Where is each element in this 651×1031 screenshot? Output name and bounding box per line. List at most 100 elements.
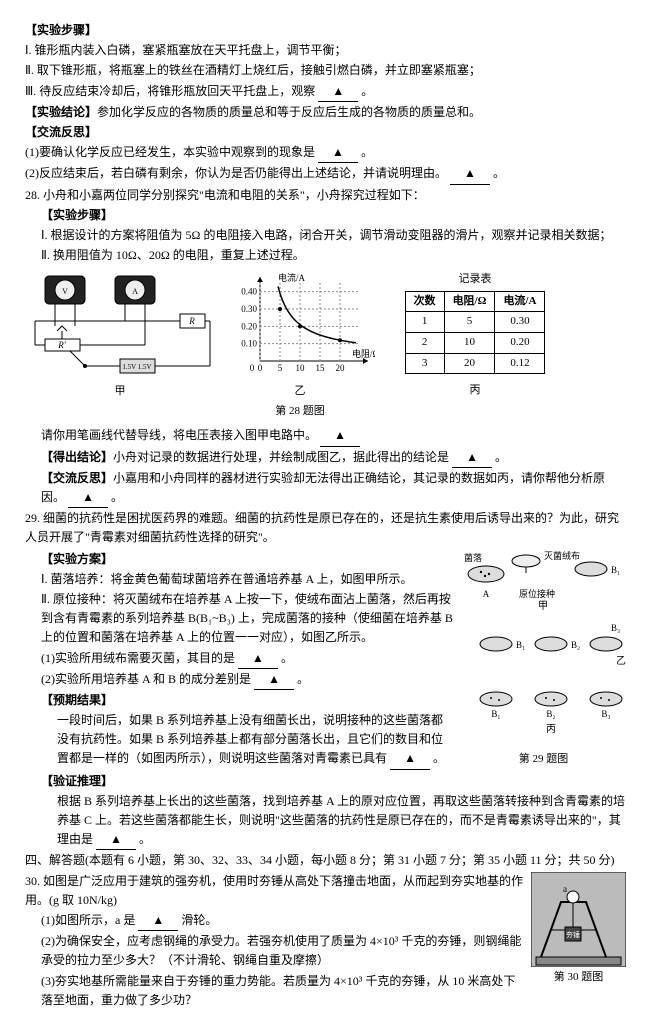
svg-text:B₃: B₃	[611, 623, 620, 633]
q29-pred-head: 【预期结果】	[25, 691, 453, 710]
triangle-icon: ▲	[252, 651, 264, 665]
triangle-icon: ▲	[404, 751, 416, 765]
fig28-table: 记录表 次数电阻/Ω电流/A150.302100.203200.12 丙	[385, 271, 565, 400]
q29-q2-text: (2)实验所用培养基 A 和 B 的成分差别是	[41, 672, 251, 686]
period: 。	[281, 651, 293, 665]
triangle-icon: ▲	[110, 832, 122, 846]
svg-text:V: V	[62, 287, 68, 296]
period: 。	[495, 450, 507, 464]
svg-text:0: 0	[258, 363, 263, 373]
blank: ▲	[318, 82, 358, 102]
q29-q1: (1)实验所用绒布需要灭菌，其目的是 ▲ 。	[25, 649, 453, 669]
svg-text:a: a	[563, 884, 567, 894]
q29-s1: Ⅰ. 菌落培养：将金黄色葡萄球菌培养在普通培养基 A 上，如图甲所示。	[25, 570, 453, 589]
triangle-icon: ▲	[152, 913, 164, 927]
table-title: 记录表	[385, 271, 565, 289]
svg-text:20: 20	[336, 363, 346, 373]
svg-text:B₂: B₂	[571, 640, 580, 650]
q29-pred-text: 一段时间后，如果 B 系列培养基上没有细菌长出，说明接种的这些菌落都没有抗药性。…	[57, 713, 443, 765]
q29-q1-text: (1)实验所用绒布需要灭菌，其目的是	[41, 651, 235, 665]
svg-text:B₂: B₂	[546, 709, 555, 719]
q30-q1-text: (1)如图所示，a 是	[41, 913, 135, 927]
period: 。	[297, 672, 309, 686]
blank: ▲	[320, 426, 360, 446]
svg-text:B₁: B₁	[516, 640, 525, 650]
q30-q1-suffix: 滑轮。	[181, 913, 217, 927]
q28-ref: 【交流反思】小嘉用和小舟同样的器材进行实验却无法得出正确结论，其记录的数据如丙，…	[25, 469, 626, 508]
q28-line1: 请你用笔画线代替导线，将电压表接入图甲电路中。 ▲	[25, 426, 626, 446]
blank: ▲	[318, 143, 358, 163]
blank: ▲	[96, 830, 136, 850]
svg-text:灭菌绒布: 灭菌绒布	[544, 550, 580, 561]
period: 。	[493, 166, 505, 180]
q28-concl: 【得出结论】小舟对记录的数据进行处理，并绘制成图乙，据此得出的结论是 ▲ 。	[25, 448, 626, 468]
svg-text:R': R'	[57, 340, 66, 350]
triangle-icon: ▲	[332, 84, 344, 98]
q28-head: 28. 小舟和小嘉两位同学分别探究"电流和电阻的关系"，小舟探究过程如下：	[25, 186, 626, 205]
step-3-text: Ⅲ. 待反应结束冷却后，将锥形瓶放回天平托盘上，观察	[25, 84, 315, 98]
blank: ▲	[254, 670, 294, 690]
svg-text:A: A	[132, 287, 138, 296]
reflect-2: (2)反应结束后，若白磷有剩余，你认为是否仍能得出上述结论，并请说明理由。 ▲ …	[25, 164, 626, 184]
q28-s2: Ⅱ. 换用阻值为 10Ω、20Ω 的电阻，重复上述过程。	[25, 246, 626, 265]
fig30: a 夯锤 第 30 题图	[531, 872, 626, 987]
exp-concl-head: 【实验结论】	[25, 105, 97, 119]
period: 。	[139, 832, 151, 846]
q29-ver: 根据 B 系列培养基上长出的这些菌落，找到培养基 A 上的原对应位置，再取这些菌…	[25, 792, 626, 851]
period: 。	[433, 751, 445, 765]
triangle-icon: ▲	[268, 672, 280, 686]
q29-s2: Ⅱ. 原位接种：将灭菌绒布在培养基 A 上按一下，使绒布面沾上菌落，然后再按到含…	[25, 590, 453, 648]
svg-text:0.10: 0.10	[241, 339, 257, 349]
fig28-left-label: 甲	[25, 383, 215, 401]
reflect-head: 【交流反思】	[25, 123, 626, 142]
fig28-chart: 0.100.200.300.40051015200电流/A电阻/Ω 乙 第 28…	[225, 271, 375, 420]
step-1: Ⅰ. 锥形瓶内装入白磷，塞紧瓶塞放在天平托盘上，调节平衡；	[25, 41, 626, 60]
svg-text:0.30: 0.30	[241, 304, 257, 314]
fig28-row: V A R 1.5V 1.5V R'	[25, 271, 626, 420]
svg-text:B₁: B₁	[491, 709, 500, 719]
fig29-caption: 第 29 题图	[461, 751, 626, 769]
fig28-caption: 第 28 题图	[225, 403, 375, 421]
blank: ▲	[138, 911, 178, 931]
q29-ver-head: 【验证推理】	[25, 772, 626, 791]
q28-s1: Ⅰ. 根据设计的方案将阻值为 5Ω 的电阻接入电路，闭合开关，调节滑动变阻器的滑…	[25, 226, 626, 245]
chart-svg: 0.100.200.300.40051015200电流/A电阻/Ω	[225, 271, 375, 381]
svg-text:菌落: 菌落	[464, 552, 482, 563]
q29-plan-head: 【实验方案】	[25, 550, 453, 569]
triangle-icon: ▲	[82, 490, 94, 504]
period: 。	[361, 84, 373, 98]
svg-text:1.5V 1.5V: 1.5V 1.5V	[122, 363, 151, 371]
svg-text:B₃: B₃	[601, 709, 610, 719]
blank: ▲	[452, 448, 492, 468]
q29-head: 29. 细菌的抗药性是困扰医药界的难题。细菌的抗药性是原已存在的，还是抗生素使用…	[25, 509, 626, 547]
fig29-svg: 菌落 灭菌绒布 B₁ A 原位接种 甲 B₁ B₂ B₃ 乙 B₁ B₂	[461, 549, 626, 749]
reflect-1: (1)要确认化学反应已经发生，本实验中观察到的现象是 ▲ 。	[25, 143, 626, 163]
step-2: Ⅱ. 取下锥形瓶，将瓶塞上的铁丝在酒精灯上烧红后，接触引燃白磷，并立即塞紧瓶塞；	[25, 61, 626, 80]
data-table: 次数电阻/Ω电流/A150.302100.203200.12	[405, 291, 546, 374]
reflect-2-text: (2)反应结束后，若白磷有剩余，你认为是否仍能得出上述结论，并请说明理由。	[25, 166, 447, 180]
svg-text:电阻/Ω: 电阻/Ω	[352, 348, 375, 359]
sec4-head: 四、解答题(本题有 6 小题，第 30、32、33、34 小题，每小题 8 分；…	[25, 851, 626, 870]
svg-text:原位接种: 原位接种	[519, 588, 555, 599]
fig28-mid-label: 乙	[295, 385, 306, 397]
exp-concl: 【实验结论】参加化学反应的各物质的质量总和等于反应后生成的各物质的质量总和。	[25, 103, 626, 122]
svg-text:B₁: B₁	[611, 565, 620, 575]
svg-text:乙: 乙	[616, 655, 626, 667]
triangle-icon: ▲	[464, 166, 476, 180]
fig30-caption: 第 30 题图	[531, 969, 626, 987]
fig30-svg: a 夯锤	[531, 872, 626, 967]
blank: ▲	[238, 649, 278, 669]
q28-concl-text: 小舟对记录的数据进行处理，并绘制成图乙，据此得出的结论是	[113, 450, 449, 464]
q28-concl-head: 【得出结论】	[41, 450, 113, 464]
q28-ref-text: 小嘉用和小舟同样的器材进行实验却无法得出正确结论，其记录的数据如丙，请你帮他分析…	[41, 471, 605, 504]
reflect-1-text: (1)要确认化学反应已经发生，本实验中观察到的现象是	[25, 145, 315, 159]
svg-text:甲: 甲	[538, 601, 548, 612]
exp-concl-text: 参加化学反应的各物质的质量总和等于反应后生成的各物质的质量总和。	[97, 105, 481, 119]
svg-text:丙: 丙	[546, 724, 556, 735]
circuit-svg: V A R 1.5V 1.5V R'	[25, 271, 215, 381]
triangle-icon: ▲	[466, 450, 478, 464]
blank: ▲	[450, 164, 490, 184]
exp-steps-head: 【实验步骤】	[25, 21, 626, 40]
svg-text:0.40: 0.40	[241, 287, 257, 297]
svg-text:5: 5	[278, 363, 283, 373]
